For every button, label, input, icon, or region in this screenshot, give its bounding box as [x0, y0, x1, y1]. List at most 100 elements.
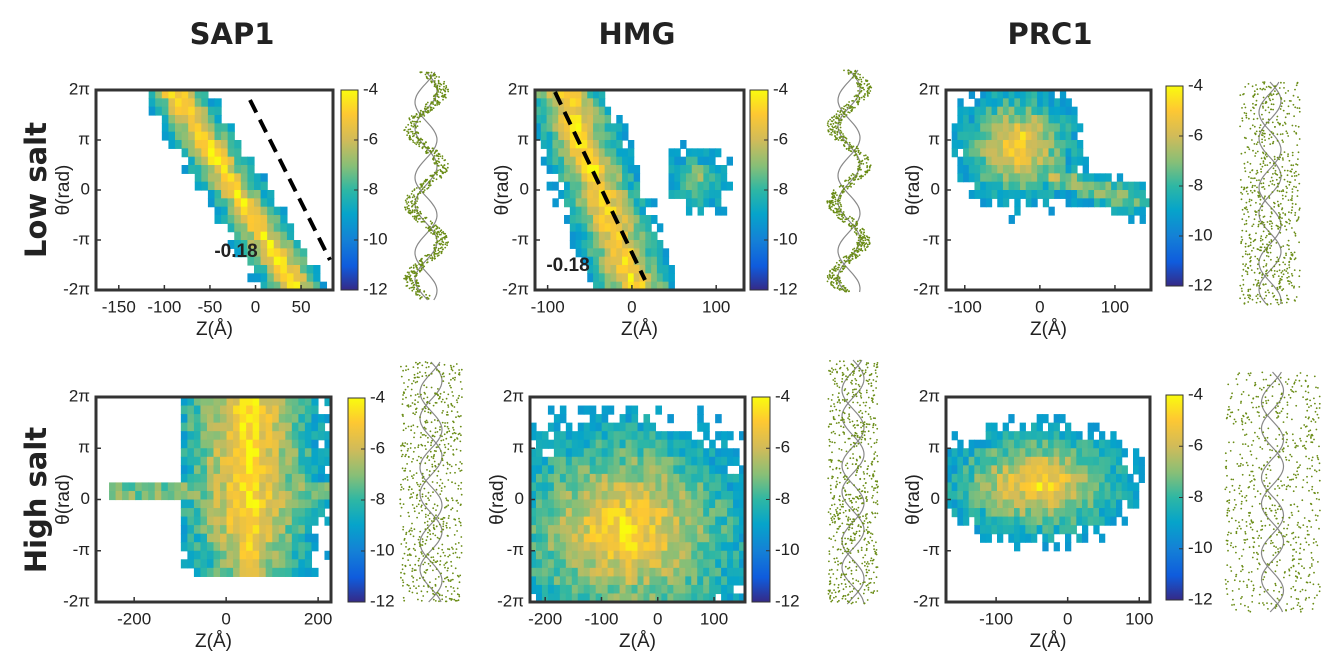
contour-cell	[207, 534, 214, 543]
dna-particle	[1257, 249, 1259, 251]
dna-particle	[840, 185, 842, 187]
dna-particle	[440, 531, 442, 533]
dna-particle	[1250, 163, 1252, 165]
dna-particle	[1280, 108, 1282, 110]
contour-cell	[536, 542, 543, 551]
contour-cell	[201, 123, 208, 132]
dna-particle	[1289, 223, 1291, 225]
dna-particle	[431, 72, 433, 74]
contour-cell	[280, 207, 287, 216]
contour-cell	[298, 414, 305, 423]
contour-cell	[560, 465, 567, 474]
dna-particle	[412, 133, 414, 135]
contour-cell	[536, 534, 543, 543]
contour-cell	[181, 542, 188, 551]
contour-cell	[634, 273, 640, 282]
dna-particle	[1291, 175, 1293, 177]
contour-cell	[214, 525, 221, 534]
contour-cell	[638, 440, 645, 449]
dna-particle	[1265, 283, 1267, 285]
dna-particle	[829, 270, 831, 272]
dna-particle	[419, 543, 421, 545]
contour-cell	[1060, 107, 1066, 116]
dna-particle	[436, 482, 438, 484]
dna-particle	[1243, 103, 1245, 105]
contour-cell	[135, 491, 142, 500]
contour-cell	[194, 414, 201, 423]
contour-cell	[667, 414, 674, 423]
dna-particle	[446, 462, 448, 464]
contour-cell	[253, 474, 260, 483]
dna-particle	[1281, 217, 1283, 219]
contour-cell	[187, 474, 194, 483]
contour-cell	[259, 491, 266, 500]
dna-particle	[461, 396, 463, 398]
dna-particle	[850, 110, 852, 112]
contour-cell	[187, 440, 194, 449]
contour-cell	[602, 525, 609, 534]
contour-cell	[181, 559, 188, 568]
contour-cell	[240, 568, 247, 577]
dna-particle	[831, 117, 833, 119]
contour-cell	[536, 482, 543, 491]
contour-cell	[246, 414, 253, 423]
contour-cell	[305, 500, 312, 509]
contour-cell	[661, 482, 668, 491]
dna-particle	[869, 169, 871, 171]
dna-particle	[415, 284, 417, 286]
dna-particle	[426, 591, 428, 593]
dna-particle	[1262, 239, 1264, 241]
dna-particle	[422, 480, 424, 482]
contour-cell	[715, 190, 721, 199]
dna-particle	[831, 272, 833, 274]
contour-cell	[673, 559, 680, 568]
dna-particle	[434, 535, 436, 537]
contour-cell	[679, 482, 686, 491]
dna-particle	[444, 236, 446, 238]
dna-particle	[1270, 252, 1272, 254]
contour-cell	[602, 551, 609, 560]
dna-particle	[430, 257, 432, 259]
dna-particle	[414, 198, 416, 200]
contour-cell	[1009, 173, 1015, 182]
contour-cell	[620, 517, 627, 526]
dna-particle	[1259, 288, 1261, 290]
contour-cell	[576, 190, 582, 199]
contour-cell	[715, 148, 721, 157]
contour-cell	[246, 431, 253, 440]
dna-particle	[1291, 227, 1293, 229]
contour-cell	[285, 431, 292, 440]
contour-cell	[986, 165, 992, 174]
dna-particle	[1296, 84, 1298, 86]
contour-cell	[1054, 132, 1060, 141]
dna-particle	[408, 205, 410, 207]
contour-cell	[655, 559, 662, 568]
dna-particle	[443, 521, 445, 523]
contour-cell	[541, 107, 547, 116]
dna-particle	[849, 142, 851, 144]
dna-particle	[844, 288, 846, 290]
dna-particle	[857, 166, 859, 168]
dna-particle	[441, 252, 443, 254]
dna-particle	[1284, 225, 1286, 227]
contour-cell	[969, 190, 975, 199]
dna-particle	[410, 554, 412, 556]
y-tick-label: -2π	[913, 279, 940, 298]
dna-particle	[451, 547, 453, 549]
contour-cell	[1003, 165, 1009, 174]
contour-cell	[667, 534, 674, 543]
dna-particle	[840, 130, 842, 132]
dna-particle	[444, 364, 446, 366]
contour-cell	[1066, 165, 1072, 174]
contour-cell	[1100, 173, 1106, 182]
dna-particle	[862, 77, 864, 79]
dna-particle	[402, 582, 404, 584]
dna-particle	[1266, 122, 1268, 124]
contour-cell	[628, 182, 634, 191]
contour-cell	[564, 182, 570, 191]
dna-particle	[1268, 107, 1270, 109]
contour-cell	[240, 500, 247, 509]
dna-particle	[1256, 302, 1258, 304]
contour-cell	[661, 508, 668, 517]
contour-cell	[215, 123, 222, 132]
